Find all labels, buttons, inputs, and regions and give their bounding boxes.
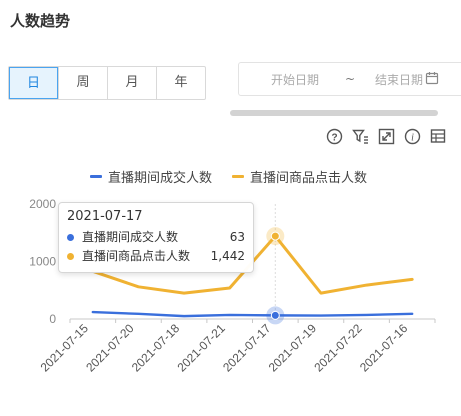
tab-day[interactable]: 日 <box>9 67 58 99</box>
date-range-picker[interactable]: 开始日期 ~ 结束日期 <box>238 62 461 96</box>
svg-text:i: i <box>411 133 414 144</box>
horizontal-scrollbar[interactable] <box>230 110 438 116</box>
x-tick-label: 2021-07-22 <box>311 321 365 375</box>
legend-item-deals[interactable]: 直播期间成交人数 <box>90 167 212 186</box>
legend-label: 直播期间成交人数 <box>108 171 213 186</box>
tooltip-row: 直播间商品点击人数 1,442 <box>67 247 245 266</box>
x-tick-label: 2021-07-20 <box>83 321 137 375</box>
help-icon[interactable]: ? <box>326 128 343 145</box>
tooltip-series-name: 直播期间成交人数 <box>82 230 179 244</box>
period-segmented-control: 日 周 月 年 <box>8 66 206 100</box>
legend-label: 直播间商品点击人数 <box>250 171 368 186</box>
svg-text:?: ? <box>331 132 337 143</box>
y-tick-label: 0 <box>49 312 56 326</box>
legend-swatch-orange <box>232 175 245 178</box>
info-icon[interactable]: i <box>404 128 421 145</box>
legend-swatch-blue <box>90 175 102 178</box>
tooltip-series-value: 63 <box>229 230 245 244</box>
tooltip-title: 2021-07-17 <box>67 209 143 224</box>
chart-legend: 直播期间成交人数 直播间商品点击人数 <box>90 167 367 186</box>
zoom-icon[interactable] <box>378 128 395 145</box>
chart-toolbox: ? i <box>326 128 447 145</box>
legend-item-clicks[interactable]: 直播间商品点击人数 <box>232 167 367 186</box>
page-title: 人数趋势 <box>10 12 71 30</box>
tab-month[interactable]: 月 <box>107 67 156 99</box>
start-date-input[interactable]: 开始日期 <box>271 72 320 87</box>
x-tick-label: 2021-07-15 <box>38 321 92 375</box>
chart-tooltip: 2021-07-17 直播期间成交人数 63 直播间商品点击人数 1,442 <box>58 202 254 273</box>
tooltip-dot-blue <box>67 234 74 241</box>
date-separator: ~ <box>345 72 356 86</box>
x-tick-label: 2021-07-18 <box>129 321 183 375</box>
calendar-icon[interactable] <box>425 71 439 88</box>
y-tick-label: 2000 <box>29 197 56 211</box>
highlight-point <box>270 310 280 320</box>
tab-week[interactable]: 周 <box>58 67 107 99</box>
highlight-point <box>270 231 280 241</box>
tooltip-dot-orange <box>67 253 74 260</box>
y-tick-label: 1000 <box>29 255 56 269</box>
x-tick-label: 2021-07-21 <box>174 321 228 375</box>
filter-icon[interactable] <box>352 128 369 145</box>
series-line <box>91 310 414 318</box>
x-tick-label: 2021-07-19 <box>266 321 320 375</box>
end-date-input[interactable]: 结束日期 <box>375 72 424 87</box>
tooltip-series-value: 1,442 <box>210 249 245 263</box>
data-view-icon[interactable] <box>430 128 447 145</box>
tab-year[interactable]: 年 <box>156 67 205 99</box>
x-tick-label: 2021-07-16 <box>357 321 411 375</box>
x-tick-label: 2021-07-17 <box>220 321 274 375</box>
tooltip-series-name: 直播间商品点击人数 <box>82 249 191 263</box>
tooltip-row: 直播期间成交人数 63 <box>67 228 245 247</box>
